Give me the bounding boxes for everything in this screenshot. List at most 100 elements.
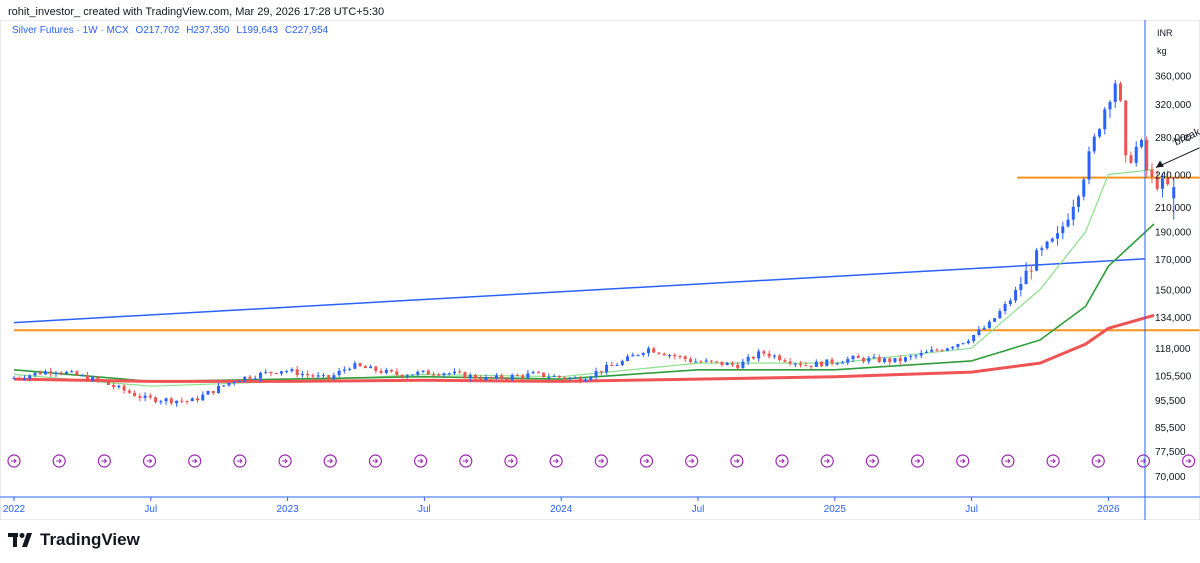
event-marker-icon[interactable] — [820, 454, 834, 468]
event-marker-icon[interactable] — [278, 454, 292, 468]
candle-body — [374, 366, 378, 372]
event-marker-icon[interactable] — [865, 454, 879, 468]
candle-body — [1155, 177, 1159, 189]
candle-body — [1118, 83, 1122, 101]
event-marker-arrow — [11, 458, 17, 464]
price-tick-label: 134,000 — [1155, 313, 1192, 324]
candle-body — [972, 334, 976, 342]
legend-open: O217,702 — [135, 25, 180, 36]
event-marker-icon[interactable] — [685, 454, 699, 468]
event-marker-icon[interactable] — [730, 454, 744, 468]
annotation-arrow — [1155, 147, 1200, 169]
event-marker-icon[interactable] — [7, 454, 21, 468]
price-tick-label: 190,000 — [1155, 228, 1192, 239]
event-marker-icon[interactable] — [97, 454, 111, 468]
event-marker-icon[interactable] — [142, 454, 157, 468]
event-marker-arrow — [146, 458, 153, 464]
time-tick-label: 2025 — [824, 504, 847, 515]
event-marker-icon[interactable] — [639, 454, 654, 468]
candle-body — [38, 372, 42, 375]
unit-label[interactable]: kg — [1157, 46, 1167, 56]
candle-body — [778, 355, 782, 361]
event-marker-icon[interactable] — [956, 454, 970, 468]
candle-body — [211, 391, 215, 394]
candle-body — [175, 400, 179, 404]
candle-body — [91, 377, 95, 381]
candle-body — [872, 356, 876, 358]
candle-body — [804, 365, 808, 367]
event-marker-icon[interactable] — [1046, 454, 1060, 468]
candle-body — [1139, 140, 1143, 147]
candle-body — [793, 363, 797, 365]
candle-body — [237, 380, 241, 382]
event-marker-arrow — [643, 458, 650, 464]
candle-body — [395, 371, 399, 375]
event-marker-icon[interactable] — [594, 454, 608, 468]
event-marker-icon[interactable] — [52, 454, 66, 468]
candle-body — [101, 380, 105, 382]
candle-body — [80, 375, 84, 377]
candle-body — [552, 375, 556, 377]
event-marker-icon[interactable] — [549, 454, 563, 468]
candle-body — [510, 375, 514, 380]
candle-body — [1134, 146, 1138, 163]
candle-body — [1003, 304, 1007, 312]
candle-body — [96, 377, 100, 381]
candle-body — [201, 394, 205, 401]
candle-body — [447, 373, 451, 375]
candle-body — [1160, 178, 1164, 189]
event-marker-icon[interactable] — [459, 454, 473, 468]
symbol-name[interactable]: Silver Futures · 1W · MCX — [12, 25, 129, 36]
symbol-legend[interactable]: Silver Futures · 1W · MCX O217,702 H237,… — [12, 25, 332, 36]
event-marker-icon[interactable] — [368, 454, 383, 468]
candle-body — [746, 356, 750, 362]
candle-body — [799, 363, 803, 366]
event-marker-arrow — [1185, 458, 1192, 464]
currency-label[interactable]: INR — [1157, 28, 1173, 38]
candle-body — [1024, 270, 1028, 285]
event-marker-icon[interactable] — [504, 454, 518, 468]
event-marker-icon[interactable] — [1091, 454, 1105, 468]
price-tick-label: 105,500 — [1155, 372, 1192, 383]
candle-body — [306, 373, 310, 376]
event-marker-icon[interactable] — [414, 454, 428, 468]
candle-body — [730, 362, 734, 365]
candle-body — [43, 371, 47, 375]
tradingview-logo[interactable]: TradingView — [8, 530, 140, 550]
candle-body — [977, 329, 981, 335]
candle-body — [1113, 83, 1117, 102]
candle-body — [342, 369, 346, 371]
candle-body — [715, 361, 719, 363]
event-marker-icon[interactable] — [775, 454, 789, 468]
event-marker-icon[interactable] — [188, 454, 202, 468]
candle-body — [515, 375, 519, 377]
candle-body — [1014, 290, 1018, 301]
candle-body — [232, 381, 236, 383]
event-marker-icon[interactable] — [323, 454, 337, 468]
price-tick-label: 118,000 — [1155, 344, 1191, 355]
candle-body — [568, 377, 572, 379]
event-marker-icon[interactable] — [910, 454, 925, 468]
candle-body — [332, 375, 336, 380]
event-marker-icon[interactable] — [1136, 454, 1151, 468]
candle-body — [17, 378, 21, 380]
candle-body — [327, 375, 331, 380]
event-marker-icon[interactable] — [1182, 454, 1196, 468]
candle-body — [626, 356, 630, 361]
candle-body — [751, 356, 755, 359]
trend-line — [13, 258, 1146, 324]
candle-body — [1092, 136, 1096, 152]
event-marker-icon[interactable] — [1001, 454, 1015, 468]
moving-average-fast — [13, 168, 1155, 387]
candle-body — [867, 357, 871, 362]
candle-body — [935, 349, 939, 351]
candle-body — [379, 371, 383, 374]
candle-body — [358, 363, 362, 367]
tradingview-logo-icon — [8, 533, 32, 547]
candle-body — [846, 359, 850, 363]
candle-body — [557, 375, 561, 378]
candle-body — [274, 373, 278, 375]
event-marker-icon[interactable] — [233, 454, 247, 468]
price-chart[interactable]: 70,000 77,500 85,500 95,500 105,500 118,000 13… — [0, 20, 1200, 520]
candle-body — [1082, 179, 1086, 197]
